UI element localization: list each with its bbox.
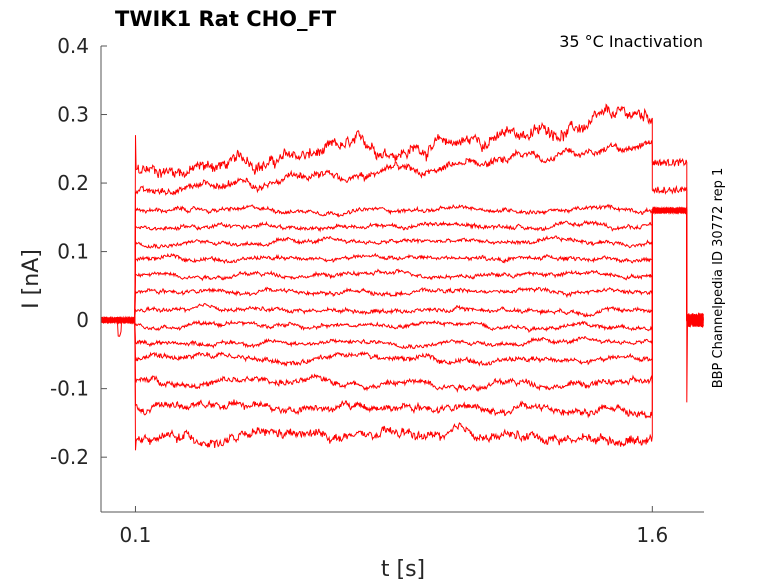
x-axis-label: t [s] — [381, 557, 425, 582]
trace-line-2 — [100, 140, 704, 327]
y-axis-label: I [nA] — [19, 249, 44, 309]
y-tick-label: 0.1 — [57, 240, 89, 264]
condition-annotation: 35 °C Inactivation — [559, 32, 703, 51]
trace-line-4 — [100, 206, 704, 327]
y-tick-label: -0.2 — [50, 445, 89, 469]
trace-line-1 — [100, 103, 704, 403]
x-tick-label: 0.1 — [120, 523, 152, 547]
trace-line-7 — [100, 206, 704, 328]
trace-line-9 — [100, 206, 704, 327]
trace-line-11 — [100, 206, 704, 350]
trace-line-10 — [100, 206, 704, 334]
trace-line-14 — [100, 205, 704, 419]
x-tick-label: 1.6 — [636, 523, 668, 547]
y-tick-label: 0.2 — [57, 171, 89, 195]
trace-line-13 — [100, 206, 704, 394]
trace-line-6 — [100, 206, 704, 327]
chart-title: TWIK1 Rat CHO_FT — [115, 7, 337, 31]
y-tick-label: 0 — [76, 308, 89, 332]
trace-line-3 — [100, 203, 704, 327]
trace-line-15 — [100, 206, 704, 451]
y-tick-label: 0.3 — [57, 103, 89, 127]
y-tick-label: -0.1 — [50, 377, 89, 401]
y-tick-label: 0.4 — [57, 34, 89, 58]
trace-line-5 — [100, 206, 704, 328]
trace-line-8 — [100, 206, 704, 329]
side-label: BBP Channelpedia ID 30772 rep 1 — [711, 168, 726, 389]
trace-line-12 — [100, 206, 704, 367]
